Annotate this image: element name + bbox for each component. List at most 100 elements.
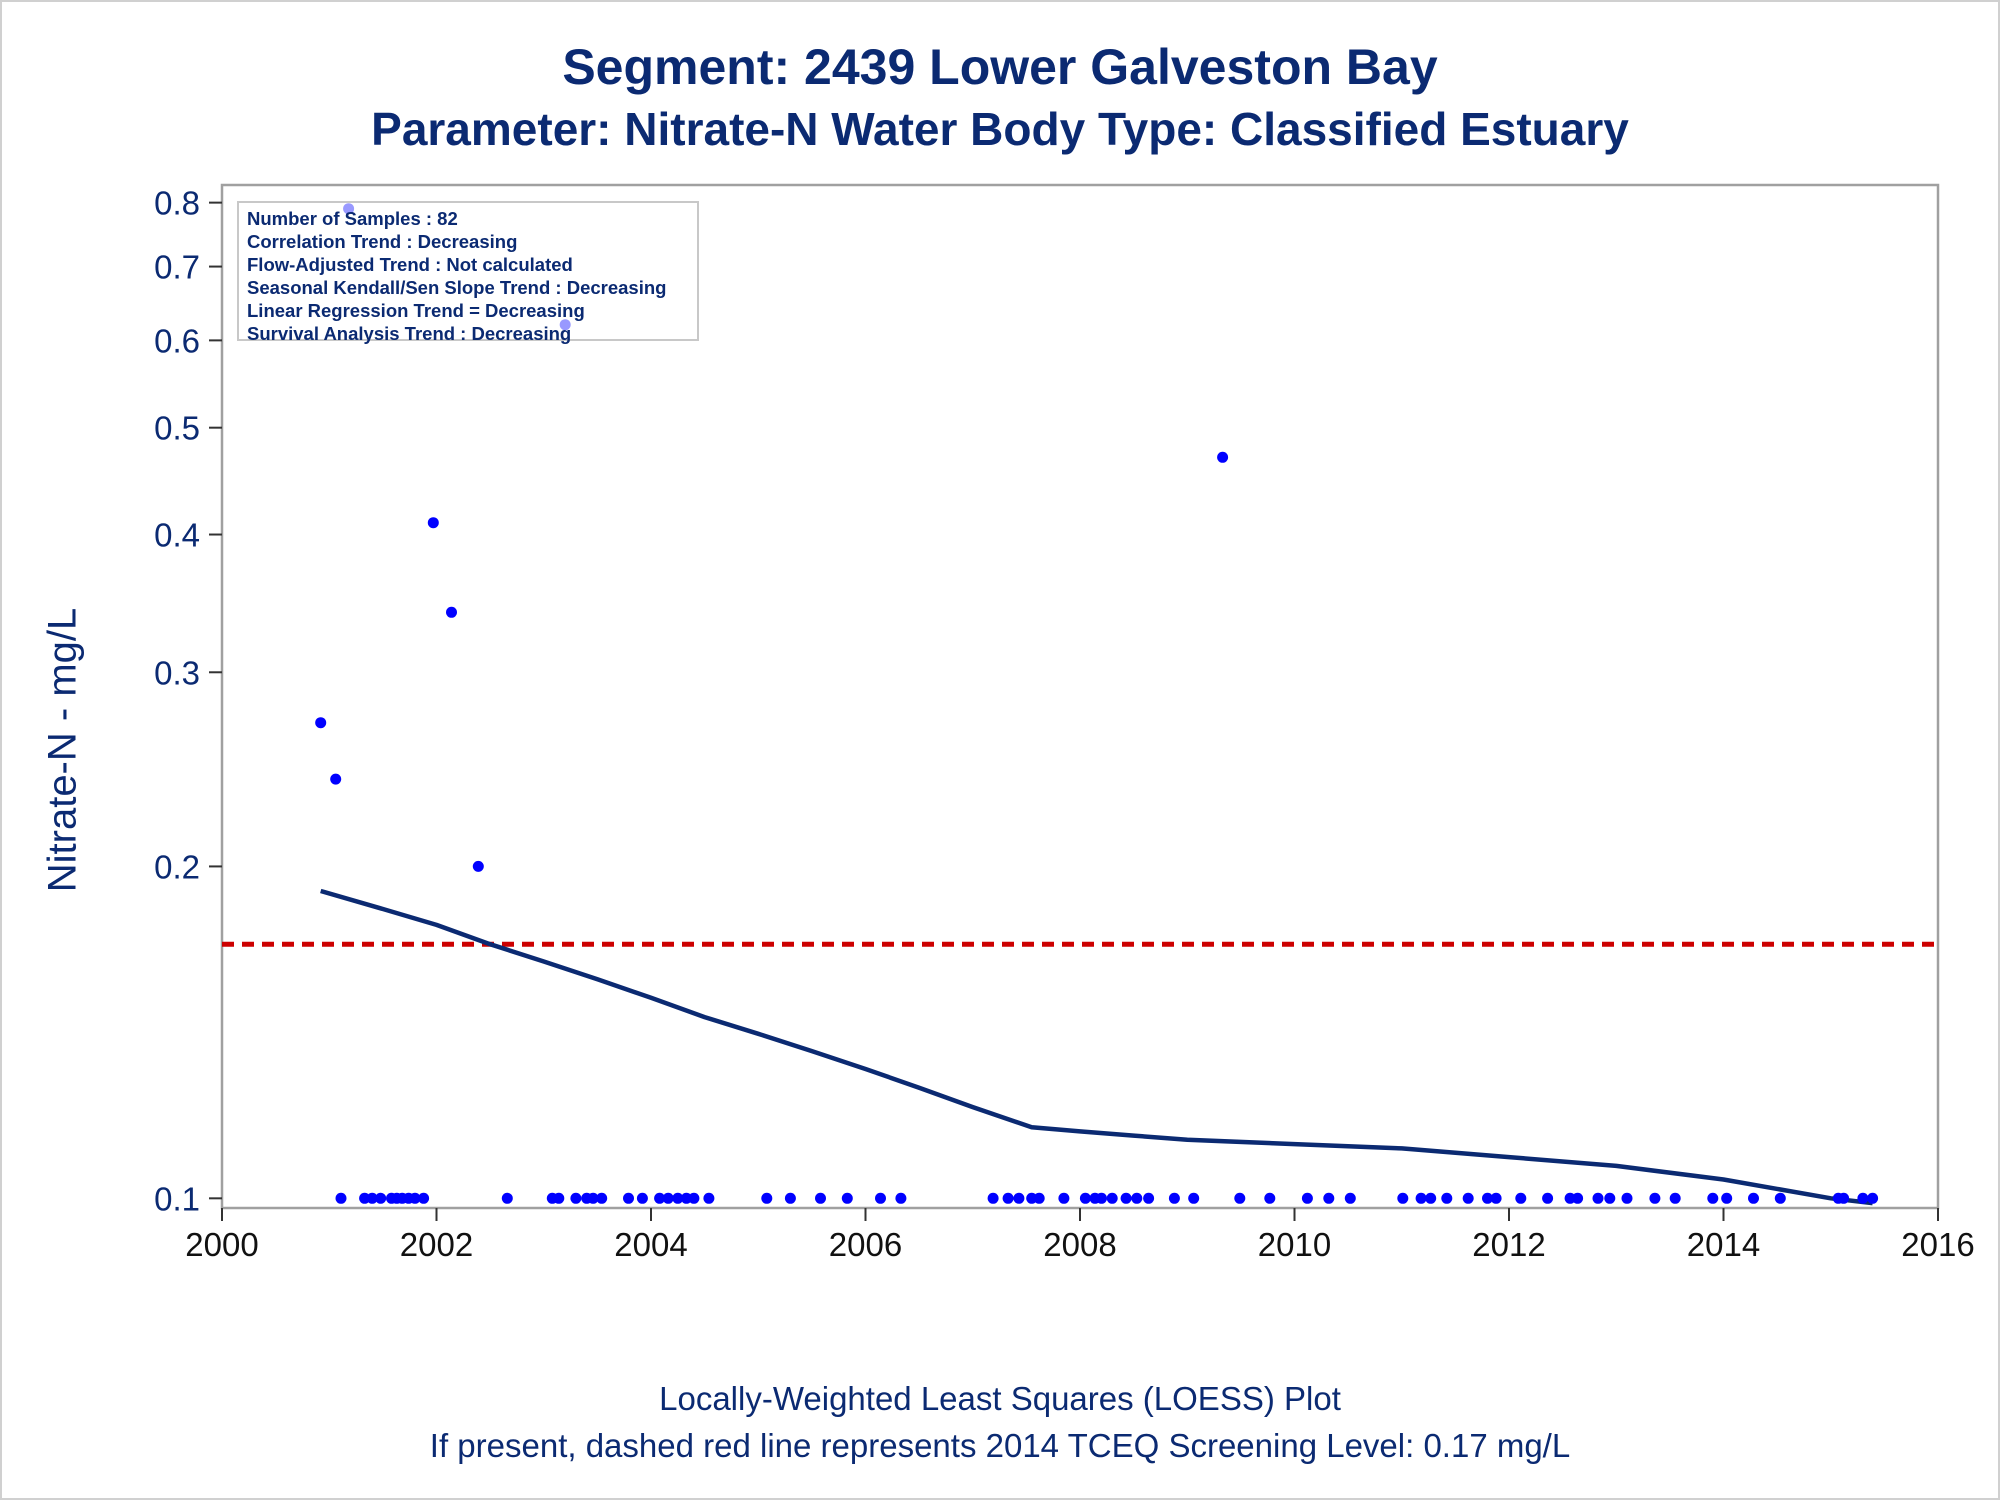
sample-point-40 — [1002, 1192, 1014, 1204]
sample-point-4 — [446, 606, 457, 618]
sample-point-26 — [636, 1192, 648, 1204]
sample-point-35 — [815, 1192, 826, 1204]
sample-point-70 — [1592, 1192, 1604, 1204]
sample-point-7 — [1217, 451, 1229, 463]
sample-point-9 — [359, 1192, 371, 1204]
sample-point-73 — [1649, 1192, 1661, 1204]
sample-point-78 — [1774, 1192, 1786, 1204]
sample-point-67 — [1542, 1192, 1554, 1204]
sample-point-39 — [987, 1192, 999, 1204]
sample-point-71 — [1604, 1192, 1616, 1204]
y-tick-label-0.1: 0.1 — [154, 1180, 200, 1217]
legend-line-flow-adjusted: Flow-Adjusted Trend : Not calculated — [247, 254, 573, 275]
sample-point-81 — [1857, 1192, 1869, 1204]
chart-title: Segment: 2439 Lower Galveston Bay — [562, 39, 1438, 95]
sample-point-51 — [1143, 1192, 1155, 1204]
x-tick-label-2014: 2014 — [1687, 1226, 1760, 1263]
y-tick-label-0.5: 0.5 — [154, 410, 200, 447]
sample-point-23 — [587, 1192, 599, 1204]
sample-point-59 — [1397, 1192, 1409, 1204]
x-tick-label-2016: 2016 — [1901, 1226, 1974, 1263]
sample-point-64 — [1482, 1192, 1493, 1204]
x-tick-label-2000: 2000 — [185, 1226, 258, 1263]
sample-point-58 — [1344, 1192, 1356, 1204]
sample-point-43 — [1033, 1192, 1045, 1204]
sample-point-1 — [330, 773, 342, 785]
x-tick-label-2010: 2010 — [1258, 1226, 1331, 1263]
sample-point-36 — [841, 1192, 853, 1204]
sample-point-57 — [1323, 1192, 1335, 1204]
sample-point-3 — [427, 517, 439, 529]
sample-point-50 — [1131, 1192, 1143, 1204]
sample-point-0 — [315, 717, 327, 729]
sample-point-62 — [1441, 1192, 1453, 1204]
sample-point-41 — [1013, 1192, 1025, 1204]
legend-line-seasonal-kendall: Seasonal Kendall/Sen Slope Trend : Decre… — [247, 277, 667, 298]
sample-point-10 — [366, 1192, 378, 1204]
sample-point-45 — [1079, 1192, 1091, 1204]
sample-point-55 — [1264, 1192, 1276, 1204]
sample-point-56 — [1301, 1192, 1313, 1204]
sample-point-75 — [1707, 1192, 1719, 1204]
sample-point-38 — [895, 1192, 907, 1204]
sample-point-16 — [409, 1192, 421, 1204]
loess-line — [320, 888, 1873, 1206]
sample-point-33 — [761, 1192, 773, 1204]
y-tick-label-0.4: 0.4 — [154, 517, 200, 554]
sample-point-53 — [1188, 1192, 1200, 1204]
sample-point-66 — [1515, 1192, 1527, 1204]
x-tick-label-2008: 2008 — [1043, 1226, 1116, 1263]
x-tick-label-2004: 2004 — [614, 1226, 687, 1263]
y-tick-label-0.3: 0.3 — [154, 654, 200, 691]
sample-point-44 — [1058, 1192, 1070, 1204]
sample-point-60 — [1415, 1192, 1427, 1204]
sample-point-77 — [1748, 1192, 1759, 1204]
legend-line-samples: Number of Samples : 82 — [247, 208, 458, 229]
sample-point-18 — [501, 1192, 513, 1204]
sample-point-31 — [688, 1192, 700, 1204]
sample-point-47 — [1096, 1192, 1107, 1204]
sample-point-49 — [1120, 1192, 1132, 1204]
y-tick-label-0.2: 0.2 — [154, 848, 200, 885]
sample-point-20 — [553, 1192, 565, 1204]
sample-point-74 — [1669, 1192, 1681, 1204]
y-tick-label-0.8: 0.8 — [154, 185, 200, 222]
legend-line-linear-regression: Linear Regression Trend = Decreasing — [247, 300, 585, 321]
sample-point-76 — [1721, 1192, 1733, 1204]
sample-point-48 — [1106, 1192, 1118, 1204]
sample-point-11 — [375, 1192, 387, 1204]
x-tick-label-2002: 2002 — [400, 1226, 473, 1263]
sample-point-29 — [672, 1192, 684, 1204]
footnote-screening: If present, dashed red line represents 2… — [429, 1427, 1571, 1464]
sample-point-63 — [1462, 1192, 1474, 1204]
sample-point-54 — [1234, 1192, 1246, 1204]
x-tick-label-2006: 2006 — [829, 1226, 902, 1263]
chart-subtitle: Parameter: Nitrate-N Water Body Type: Cl… — [371, 103, 1629, 155]
sample-point-17 — [418, 1192, 430, 1204]
sample-point-5 — [472, 860, 484, 872]
footnote-loess: Locally-Weighted Least Squares (LOESS) P… — [659, 1380, 1341, 1417]
sample-point-21 — [570, 1192, 582, 1204]
sample-point-27 — [654, 1192, 666, 1204]
y-tick-label-0.7: 0.7 — [154, 249, 200, 286]
sample-point-8 — [335, 1192, 347, 1204]
sample-point-65 — [1490, 1192, 1502, 1204]
x-tick-label-2012: 2012 — [1472, 1226, 1545, 1263]
sample-point-69 — [1572, 1192, 1584, 1204]
y-axis-label: Nitrate-N - mg/L — [40, 607, 85, 893]
sample-point-80 — [1838, 1192, 1850, 1204]
sample-point-37 — [875, 1192, 886, 1204]
legend-line-survival: Survival Analysis Trend : Decreasing — [247, 323, 572, 344]
sample-point-82 — [1867, 1192, 1879, 1204]
sample-point-28 — [662, 1192, 674, 1204]
sample-point-24 — [596, 1192, 608, 1204]
sample-point-72 — [1621, 1192, 1633, 1204]
sample-point-25 — [623, 1192, 634, 1204]
sample-point-32 — [703, 1192, 715, 1204]
legend-line-correlation: Correlation Trend : Decreasing — [247, 231, 518, 252]
trend-legend-box: Number of Samples : 82 Correlation Trend… — [237, 201, 699, 344]
y-tick-label-0.6: 0.6 — [154, 322, 200, 359]
sample-point-61 — [1425, 1192, 1437, 1204]
sample-point-34 — [784, 1192, 796, 1204]
